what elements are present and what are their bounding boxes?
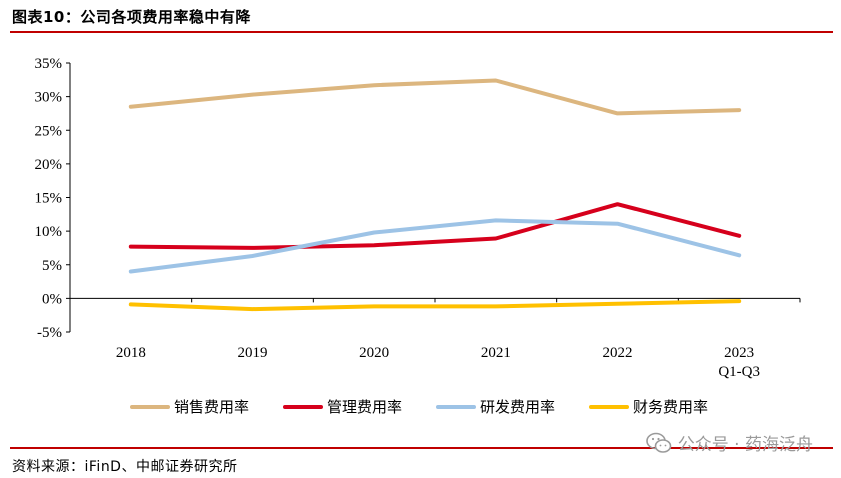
wechat-icon [645, 432, 672, 453]
legend-label: 销售费用率 [174, 398, 249, 416]
y-tick-label: 5% [42, 258, 62, 274]
chart-axes [66, 62, 801, 333]
y-tick-label: 20% [35, 157, 63, 173]
series-line-4 [128, 299, 742, 312]
x-tick-label: 2020 [359, 345, 389, 361]
y-tick-label: 15% [35, 191, 63, 207]
y-tick-label: 10% [35, 224, 63, 240]
legend-label: 研发费用率 [480, 398, 555, 416]
x-tick-label: 2023 [724, 345, 754, 361]
watermark-text: 公众号 · 药海泛舟 [677, 435, 813, 455]
watermark: 公众号 · 药海泛舟 [645, 430, 813, 455]
x-tick-label: 2018 [116, 345, 146, 361]
x-tick-label: 2021 [481, 345, 511, 361]
y-tick-label: 35% [35, 56, 63, 72]
x-tick-label: Q1-Q3 [718, 364, 760, 380]
legend: 销售费用率 管理费用率 研发费用率 财务费用率 [130, 398, 708, 416]
y-axis-labels: 35% 30% 25% 20% 15% 10% 5% 0% -5% [35, 56, 63, 341]
x-axis-labels: 2018 2019 2020 2021 2022 2023 Q1-Q3 [116, 345, 760, 380]
series-line-2 [128, 202, 742, 250]
title-divider [10, 31, 833, 33]
y-tick-label: 0% [42, 291, 62, 307]
legend-label: 管理费用率 [327, 398, 402, 416]
line-chart: 35%30%25%20%15%10%5%0%-5% 2018 2019 2020 20… [35, 56, 801, 416]
legend-label: 财务费用率 [633, 398, 708, 416]
footer-divider [10, 447, 833, 449]
y-tick-label: 25% [35, 123, 63, 139]
source-note: 资料来源：iFinD、中邮证券研究所 [12, 459, 238, 475]
series-line-3 [128, 218, 742, 274]
figure-title: 图表10：公司各项费用率稳中有降 [12, 8, 251, 26]
x-tick-label: 2022 [603, 345, 633, 361]
y-tick-label: 30% [35, 90, 63, 106]
y-tick-label: -5% [37, 325, 62, 341]
x-tick-label: 2019 [238, 345, 268, 361]
series-lines [128, 78, 742, 312]
series-line-1 [128, 78, 742, 116]
